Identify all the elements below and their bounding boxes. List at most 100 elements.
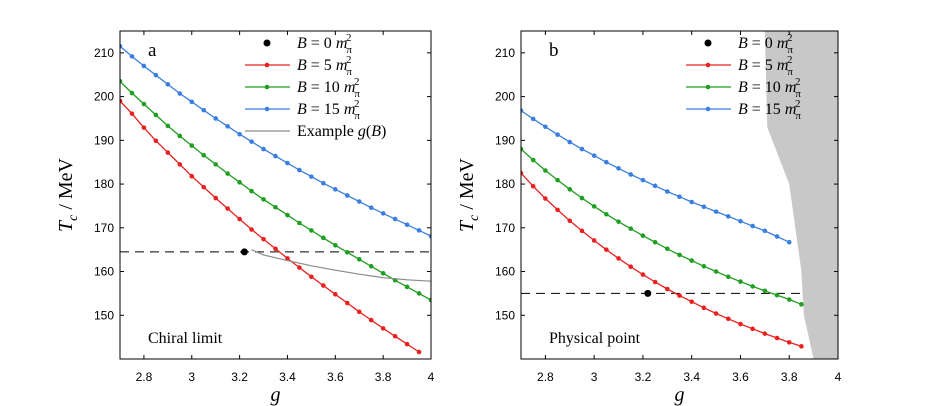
data-point-10 (321, 235, 326, 241)
data-point-15 (213, 116, 218, 121)
example-curve (251, 249, 431, 282)
data-point-10 (799, 302, 804, 307)
data-point-15 (750, 223, 755, 229)
x-axis-label: g (271, 384, 281, 406)
data-point-10 (665, 246, 670, 252)
data-point-10 (713, 269, 719, 274)
data-point-15 (567, 139, 573, 145)
x-tick-label: 3.2 (231, 370, 248, 384)
data-point-10 (201, 152, 207, 158)
data-point-5 (201, 184, 207, 190)
data-point-15 (416, 228, 422, 233)
data-point-10 (404, 284, 410, 290)
y-tick-label: 180 (495, 177, 515, 191)
data-point-10 (120, 78, 123, 84)
data-point-15 (762, 228, 768, 234)
data-point-10 (591, 204, 597, 209)
legend-label: Example g(B) (297, 123, 386, 140)
y-axis-label: Tc / MeV (55, 157, 81, 232)
y-tick-label: 170 (495, 221, 515, 235)
data-point-10 (189, 143, 195, 148)
data-point-15 (521, 108, 524, 113)
data-point-10 (774, 292, 780, 298)
data-point-10 (530, 157, 536, 163)
x-tick-label: 3 (591, 370, 598, 384)
panel-annotation: Physical point (549, 330, 641, 347)
data-point-15 (428, 233, 431, 239)
data-point-5 (665, 286, 670, 292)
data-point-15 (297, 167, 302, 173)
data-point-5 (738, 321, 743, 327)
data-point-5 (356, 309, 362, 315)
plot-area (521, 31, 838, 359)
data-point-15 (713, 209, 719, 214)
data-point-5 (392, 333, 398, 339)
data-point-5 (153, 138, 159, 144)
data-point-10 (141, 101, 147, 107)
data-point-5 (344, 300, 350, 306)
data-point-15 (786, 239, 792, 245)
data-point-10 (165, 123, 171, 129)
data-point-15 (129, 54, 135, 59)
x-tick-label: 4 (428, 370, 435, 384)
panel-b: 2.8 3 3.2 3.4 3.6 3.8 4 150 160 170 180 190 200 210 g T… (456, 30, 842, 406)
series-line-15 (521, 110, 790, 243)
data-point-15 (665, 189, 670, 194)
data-point-15 (530, 116, 536, 122)
legend-label: B = 0 mπ2 (738, 32, 793, 56)
data-point-5 (141, 125, 147, 130)
data-point-15 (333, 187, 338, 192)
data-point-10 (309, 228, 314, 233)
data-point-15 (404, 222, 410, 228)
plot-area (120, 44, 431, 355)
legend-marker (264, 62, 270, 68)
data-point-5 (713, 311, 719, 316)
legend-label: B = 5 mπ2 (297, 54, 352, 78)
legend-marker (705, 84, 711, 90)
data-point-5 (555, 207, 560, 213)
data-point-15 (677, 194, 682, 200)
x-tick-label: 2.8 (136, 370, 153, 384)
data-point-15 (689, 199, 694, 205)
legend-marker (705, 62, 711, 68)
data-point-5 (189, 173, 195, 179)
y-tick-label: 160 (94, 265, 114, 279)
x-tick-label: 3.4 (683, 370, 700, 384)
data-point-15 (153, 72, 159, 78)
data-point-15 (640, 177, 646, 183)
data-point-5 (762, 331, 768, 336)
data-point-5 (786, 340, 792, 345)
data-point-5 (416, 349, 422, 355)
data-point-5 (273, 246, 278, 252)
x-tick-label: 3.2 (635, 370, 652, 384)
data-point-5 (567, 218, 573, 224)
x-tick-label: 3.6 (327, 370, 344, 384)
data-point-10 (762, 288, 768, 294)
data-point-10 (225, 171, 230, 176)
legend-label: B = 15 mπ2 (297, 98, 360, 122)
data-point-5 (225, 206, 230, 211)
legend-label: B = 10 mπ2 (297, 76, 360, 100)
data-point-5 (689, 299, 694, 305)
data-point-10 (380, 270, 386, 276)
x-tick-label: 3 (188, 370, 195, 384)
legend-marker (264, 106, 270, 112)
data-point-15 (321, 180, 326, 186)
excluded-region (764, 31, 838, 359)
data-point-15 (141, 63, 147, 69)
legend-marker-b0 (263, 39, 271, 47)
data-point-10 (750, 284, 755, 289)
data-point-15 (738, 218, 743, 224)
data-point-15 (177, 91, 183, 96)
x-tick-label: 3.6 (732, 370, 749, 384)
y-tick-label: 150 (94, 308, 114, 322)
x-tick-label: 3.8 (781, 370, 798, 384)
data-point-10 (261, 197, 266, 202)
data-point-15 (725, 214, 731, 219)
data-point-15 (591, 153, 597, 158)
b0-point (644, 289, 652, 297)
data-point-10 (368, 263, 374, 269)
data-point-15 (774, 234, 780, 239)
